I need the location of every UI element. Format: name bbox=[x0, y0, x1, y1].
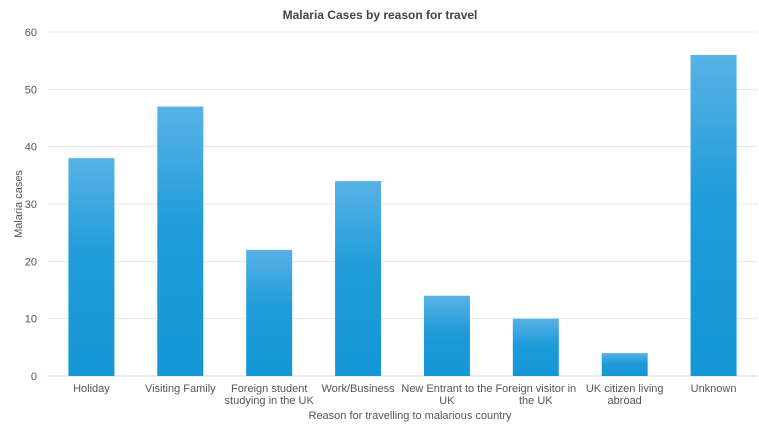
x-tick-label: Foreign student bbox=[231, 383, 307, 395]
x-tick-label: UK citizen living bbox=[586, 383, 664, 395]
bar bbox=[157, 106, 204, 377]
bar bbox=[423, 295, 470, 376]
y-tick-label: 0 bbox=[31, 371, 37, 383]
chart-title: Malaria Cases by reason for travel bbox=[283, 8, 478, 22]
x-tick-label: studying in the UK bbox=[225, 395, 315, 407]
bar bbox=[690, 54, 737, 376]
y-axis-label: Malaria cases bbox=[13, 170, 25, 238]
x-tick-label: Visiting Family bbox=[145, 383, 216, 395]
x-tick-label: Unknown bbox=[691, 383, 737, 395]
x-tick-label: UK bbox=[439, 395, 455, 407]
bar bbox=[335, 181, 382, 376]
y-tick-label: 40 bbox=[25, 142, 37, 154]
x-tick-label: abroad bbox=[608, 395, 642, 407]
x-tick-label: Foreign visitor in bbox=[495, 383, 576, 395]
bar bbox=[246, 249, 293, 376]
y-tick-label: 50 bbox=[25, 84, 37, 96]
bar bbox=[68, 158, 115, 376]
y-tick-label: 10 bbox=[25, 314, 37, 326]
x-axis-label: Reason for travelling to malarious count… bbox=[309, 410, 512, 422]
bar bbox=[601, 353, 648, 376]
bar bbox=[512, 318, 559, 376]
x-tick-label: Work/Business bbox=[321, 383, 395, 395]
x-tick-label: Holiday bbox=[73, 383, 110, 395]
x-tick-label: the UK bbox=[519, 395, 553, 407]
y-tick-label: 60 bbox=[25, 27, 37, 39]
y-tick-label: 20 bbox=[25, 256, 37, 268]
x-tick-label: New Entrant to the bbox=[401, 383, 492, 395]
y-tick-label: 30 bbox=[25, 199, 37, 211]
